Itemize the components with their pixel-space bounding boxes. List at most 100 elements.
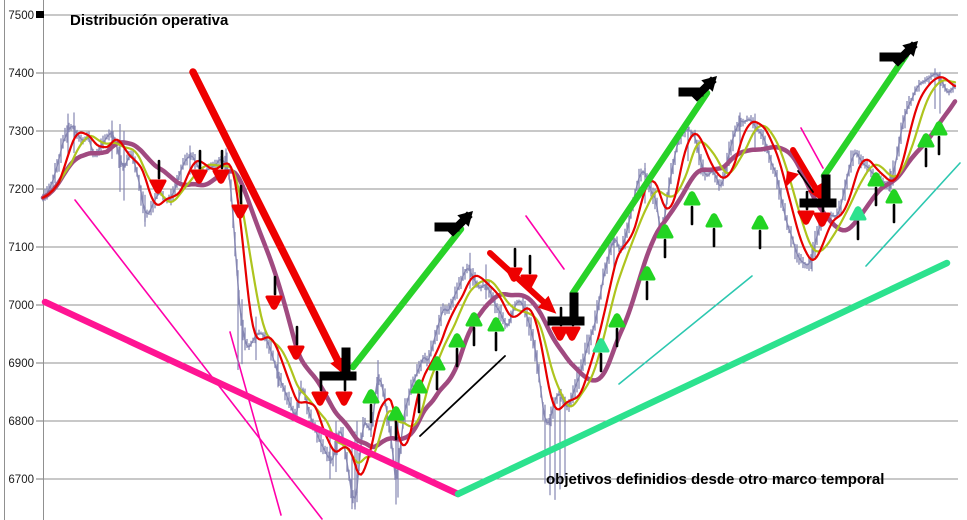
sell-marker-head bbox=[311, 391, 329, 406]
sell-marker-head bbox=[551, 326, 569, 341]
chart-footnote-label: objetivos definidios desde otro marco te… bbox=[546, 471, 885, 488]
sell-marker-head bbox=[149, 179, 167, 194]
sell-signal-marker bbox=[287, 325, 305, 360]
y-axis-label: 7500 bbox=[8, 10, 34, 22]
buy-signal-marker bbox=[917, 133, 935, 168]
sell-signal-marker bbox=[797, 190, 815, 225]
buy-signal-marker bbox=[683, 191, 701, 226]
y-axis-label: 7200 bbox=[8, 184, 34, 196]
buy-signal-marker bbox=[487, 317, 505, 352]
y-axis-label: 6900 bbox=[8, 358, 34, 370]
sell-marker-head bbox=[520, 274, 538, 289]
buy-signal-marker bbox=[930, 121, 948, 156]
buy-marker-head bbox=[656, 224, 674, 239]
y-axis-label: 7400 bbox=[8, 68, 34, 80]
sell-signal-marker bbox=[563, 306, 581, 341]
red-trend-arrow-3 bbox=[790, 147, 822, 197]
buy-signal-marker bbox=[362, 389, 380, 424]
sell-signal-marker bbox=[311, 371, 329, 406]
buy-marker-head bbox=[428, 356, 446, 371]
ma-slow-line bbox=[40, 99, 958, 450]
buy-marker-head bbox=[638, 266, 656, 281]
y-axis-label: 7300 bbox=[8, 126, 34, 138]
axis-top-marker bbox=[36, 11, 44, 18]
green-trend-arrow-3 bbox=[820, 51, 910, 180]
channel-lines-layer bbox=[41, 259, 951, 498]
pink-target-line bbox=[41, 298, 462, 498]
magenta-guide-1 bbox=[74, 199, 323, 520]
sell-marker-head bbox=[265, 295, 283, 310]
sell-marker-head bbox=[335, 391, 353, 406]
sell-signal-marker bbox=[265, 275, 283, 310]
red-trend-arrow-3-head bbox=[808, 183, 825, 203]
springgreen-target-line bbox=[454, 259, 951, 498]
sell-marker-head bbox=[190, 169, 208, 184]
sell-marker-head bbox=[287, 345, 305, 360]
ma-mid-line bbox=[41, 79, 957, 464]
y-axis-label: 7000 bbox=[8, 300, 34, 312]
buy-signal-marker bbox=[705, 213, 723, 248]
buy-marker-head bbox=[487, 317, 505, 332]
buy-signal-marker bbox=[638, 266, 656, 301]
sell-signal-marker bbox=[231, 184, 249, 219]
magenta-guide-4 bbox=[800, 127, 824, 169]
sell-signal-marker bbox=[190, 149, 208, 184]
y-axis-label: 7100 bbox=[8, 242, 34, 254]
buy-marker-head bbox=[410, 379, 428, 394]
buy-marker-head bbox=[683, 191, 701, 206]
sell-marker-head bbox=[813, 212, 831, 227]
buy-marker-head bbox=[465, 312, 483, 327]
black-guide-2 bbox=[797, 170, 814, 193]
ma-fast-line bbox=[41, 76, 957, 476]
buy-marker-head bbox=[751, 215, 769, 230]
chart-title: Distribución operativa bbox=[70, 12, 229, 29]
down-reversal-flag bbox=[319, 347, 357, 381]
buy-signal-marker bbox=[465, 312, 483, 347]
y-axis-label: 6700 bbox=[8, 474, 34, 486]
buy-marker-head bbox=[608, 313, 626, 328]
sell-signal-marker bbox=[551, 306, 569, 341]
down-reversal-flag bbox=[547, 292, 585, 326]
red-trend-arrow-2-head bbox=[537, 295, 557, 314]
buy-marker-head bbox=[849, 206, 867, 221]
red-arrowhead-marker bbox=[785, 171, 799, 188]
signal-markers-layer bbox=[149, 121, 948, 441]
buy-signal-marker bbox=[428, 356, 446, 391]
buy-marker-head bbox=[448, 333, 466, 348]
sell-signal-marker bbox=[520, 254, 538, 289]
sell-signal-marker bbox=[505, 247, 523, 282]
buy-signal-marker bbox=[656, 224, 674, 259]
buy-marker-head bbox=[362, 389, 380, 404]
black-guide-1 bbox=[419, 355, 506, 437]
buy-signal-marker bbox=[849, 206, 867, 241]
y-axis-labels: 7500 7400 7300 7200 7100 7000 6900 6800 6700 bbox=[8, 10, 34, 486]
sell-marker-head bbox=[505, 267, 523, 282]
buy-signal-marker bbox=[592, 338, 610, 373]
sell-marker-head bbox=[563, 326, 581, 341]
buy-signal-marker bbox=[751, 215, 769, 250]
green-trend-arrow-2 bbox=[569, 89, 711, 297]
up-reversal-flag bbox=[678, 76, 717, 102]
magenta-guide-3 bbox=[525, 215, 565, 270]
buy-signal-marker bbox=[885, 189, 903, 224]
trend-arrows-layer bbox=[189, 51, 910, 376]
buy-marker-head bbox=[917, 133, 935, 148]
turquoise-guide-1 bbox=[618, 275, 753, 385]
buy-marker-head bbox=[930, 121, 948, 136]
turquoise-guide-2 bbox=[865, 162, 961, 267]
moving-averages-layer bbox=[40, 76, 958, 476]
sell-marker-head bbox=[231, 204, 249, 219]
red-trend-arrow-1 bbox=[189, 68, 345, 371]
y-axis-label: 6800 bbox=[8, 416, 34, 428]
buy-marker-head bbox=[705, 213, 723, 228]
down-reversal-flag bbox=[799, 174, 837, 208]
sell-signal-marker bbox=[212, 149, 230, 184]
buy-marker-head bbox=[387, 406, 405, 421]
buy-signal-marker bbox=[867, 172, 885, 207]
buy-signal-marker bbox=[410, 379, 428, 414]
up-reversal-flag bbox=[879, 41, 918, 67]
sell-signal-marker bbox=[149, 159, 167, 194]
buy-signal-marker bbox=[448, 333, 466, 368]
